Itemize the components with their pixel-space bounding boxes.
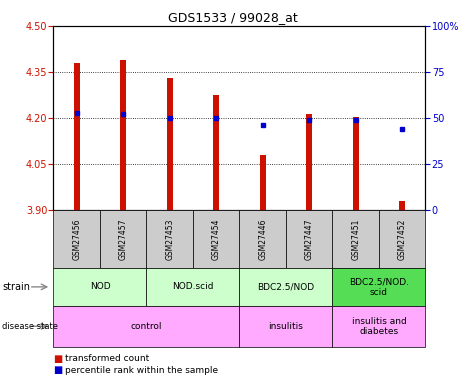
- Text: GSM27447: GSM27447: [305, 218, 314, 260]
- Text: GSM27453: GSM27453: [165, 218, 174, 260]
- Text: percentile rank within the sample: percentile rank within the sample: [65, 366, 218, 375]
- Bar: [120, 60, 126, 210]
- Text: disease state: disease state: [2, 322, 58, 331]
- Text: GSM27457: GSM27457: [119, 218, 128, 260]
- Text: GDS1533 / 99028_at: GDS1533 / 99028_at: [167, 11, 298, 24]
- Text: insulitis: insulitis: [268, 322, 303, 331]
- Text: GSM27451: GSM27451: [351, 218, 360, 260]
- Bar: [353, 117, 359, 210]
- Text: GSM27454: GSM27454: [212, 218, 221, 260]
- Bar: [399, 201, 405, 210]
- Text: strain: strain: [2, 282, 30, 292]
- Text: control: control: [131, 322, 162, 331]
- Text: BDC2.5/NOD: BDC2.5/NOD: [258, 282, 314, 291]
- Text: GSM27452: GSM27452: [398, 218, 407, 260]
- Bar: [260, 155, 266, 210]
- Bar: [306, 114, 312, 210]
- Text: NOD.scid: NOD.scid: [172, 282, 214, 291]
- Bar: [167, 78, 173, 210]
- Text: transformed count: transformed count: [65, 354, 149, 363]
- Text: insulitis and
diabetes: insulitis and diabetes: [352, 316, 406, 336]
- Text: GSM27456: GSM27456: [72, 218, 81, 260]
- Text: ■: ■: [53, 365, 63, 375]
- Bar: [74, 63, 80, 210]
- Text: BDC2.5/NOD.
scid: BDC2.5/NOD. scid: [349, 277, 409, 297]
- Text: NOD: NOD: [90, 282, 110, 291]
- Bar: [213, 95, 219, 210]
- Text: ■: ■: [53, 354, 63, 364]
- Text: GSM27446: GSM27446: [258, 218, 267, 260]
